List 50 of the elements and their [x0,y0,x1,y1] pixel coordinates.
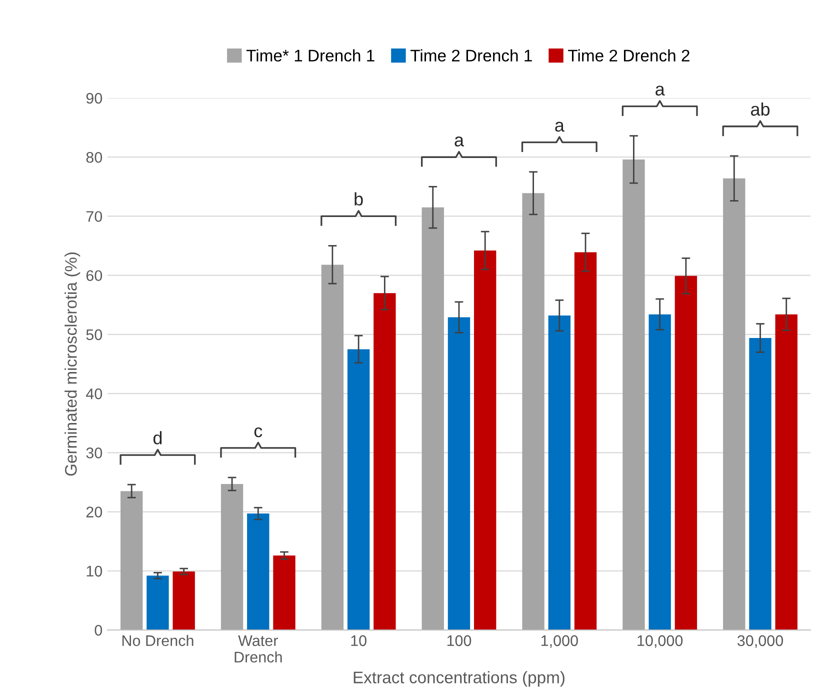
y-tick-label: 90 [86,92,102,104]
bar [220,484,244,630]
x-tick-label: 10,000 [638,635,683,648]
bar [247,514,270,630]
y-tick-label: 50 [86,329,102,340]
bar [574,252,597,630]
x-tick-label: 10 [351,635,366,646]
bar [522,193,544,630]
y-tick-label: 70 [86,211,102,222]
annotation: a [454,136,464,146]
bar [775,314,798,630]
y-tick-label: 20 [86,506,102,518]
annotation: a [555,122,564,132]
bar [321,264,344,630]
bar [474,250,496,630]
text: a [656,86,665,96]
y-tick-label: 10 [86,566,102,577]
bar [448,317,470,630]
bar [648,314,671,630]
x-tick-label: 100 [447,635,472,646]
x-axis-title: Extract concentrations (ppm) [354,671,564,687]
bar [347,349,370,630]
bar [120,491,143,630]
x-tick-label: Water Drench [234,635,282,663]
x-tick-label: 30,000 [737,635,784,648]
annotation: c [254,427,262,438]
bar [749,338,772,630]
bar [422,207,444,630]
bar [146,576,169,630]
bar [622,159,645,630]
bar [674,276,698,630]
annotation: d [153,431,162,444]
bar [273,556,296,630]
y-tick-label: 30 [86,448,102,458]
y-tick-label: 0 [94,624,102,636]
annotation: ab [750,102,770,116]
y-axis-title: Germinated microsclerotia (%) [64,252,80,476]
annotation: b [354,192,363,206]
bar [723,178,746,630]
y-tick-label: 40 [86,388,102,400]
y-tick-label: 60 [86,270,102,282]
y-tick-label: 80 [86,152,102,163]
x-tick-label: No Drench [122,634,194,646]
bar [548,316,571,630]
legend-label: Time* 1 Drench 1 [246,49,374,62]
bar [172,571,195,630]
x-tick-label: 1,000 [541,635,578,648]
legend-label: Time 2 Drench 1 [410,49,532,62]
legend-label: Time 2 Drench 2 [568,49,690,62]
bar [374,293,396,630]
